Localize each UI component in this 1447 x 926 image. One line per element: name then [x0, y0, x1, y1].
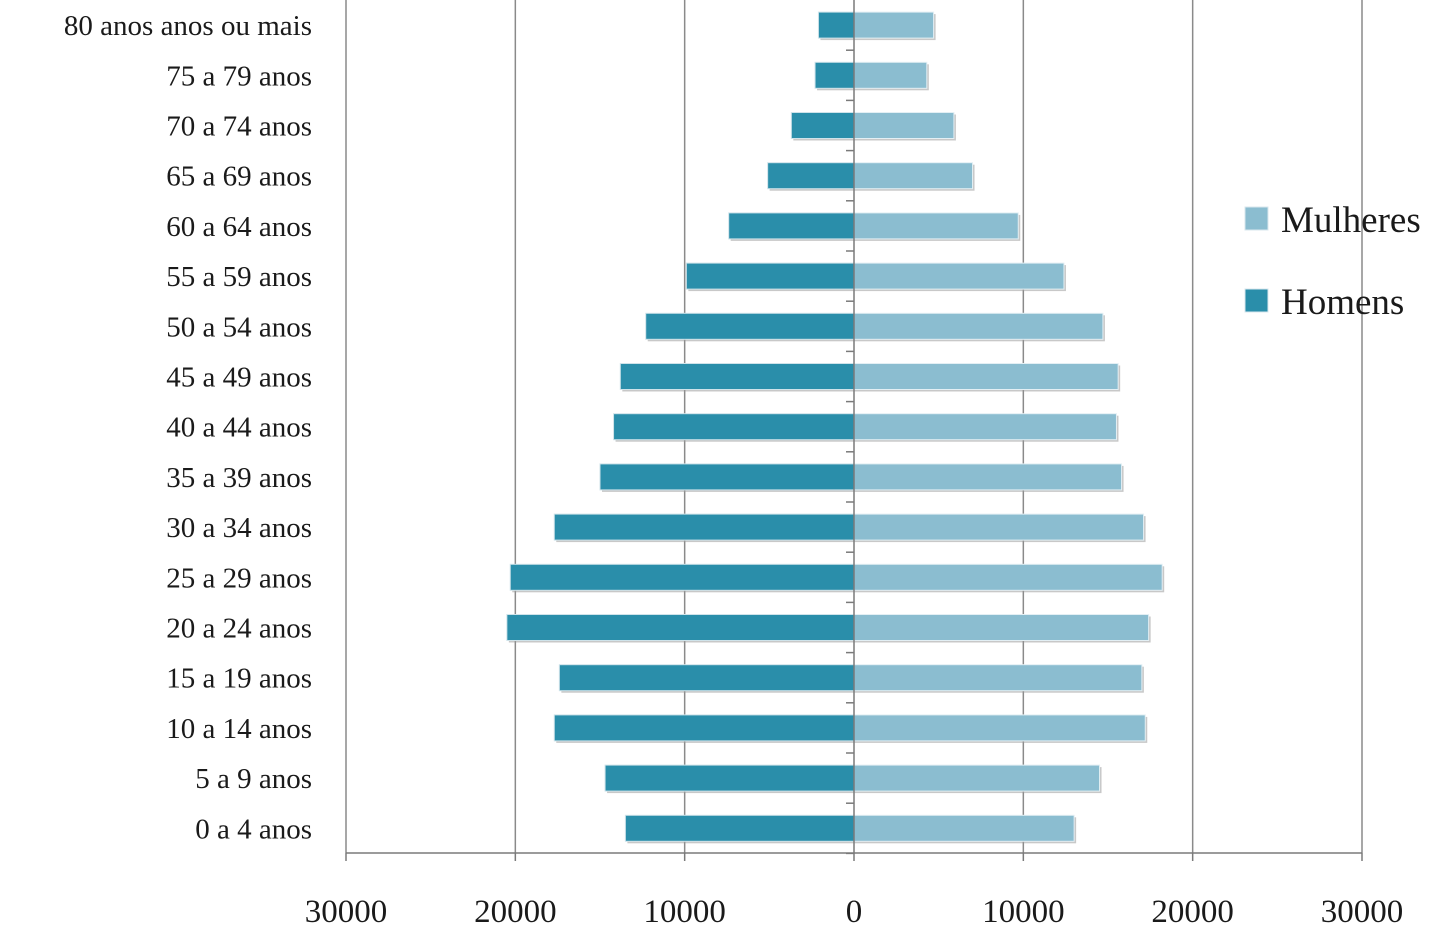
category-label: 80 anos anos ou mais — [64, 10, 312, 42]
category-label: 50 a 54 anos — [166, 311, 312, 343]
bar-homens — [599, 463, 855, 491]
category-label: 10 a 14 anos — [166, 713, 312, 745]
bar-mulheres — [853, 463, 1123, 491]
bar-homens — [624, 814, 855, 842]
legend-label: Mulheres — [1281, 200, 1421, 241]
category-label: 5 a 9 anos — [195, 763, 312, 795]
bar-homens — [645, 312, 855, 340]
bar-mulheres — [853, 664, 1143, 692]
bar-mulheres — [853, 413, 1117, 441]
category-label: 65 a 69 anos — [166, 161, 312, 193]
x-tick-label: 10000 — [643, 894, 726, 926]
category-label: 15 a 19 anos — [166, 663, 312, 695]
bar-mulheres — [853, 112, 955, 139]
bar-homens — [604, 764, 855, 792]
bar-homens — [509, 563, 855, 591]
bar-mulheres — [853, 614, 1150, 641]
x-tick-label: 30000 — [1321, 894, 1404, 926]
x-tick-label: 30000 — [305, 894, 388, 926]
category-label: 20 a 24 anos — [166, 613, 312, 645]
bar-homens — [619, 363, 855, 390]
bar-homens — [613, 413, 855, 441]
category-label: 55 a 59 anos — [166, 261, 312, 293]
category-label: 70 a 74 anos — [166, 111, 312, 143]
bar-mulheres — [853, 714, 1146, 742]
bar-homens — [817, 11, 855, 39]
category-labels: 0 a 4 anos 5 a 9 anos 10 a 14 anos 15 a 19 … — [64, 10, 312, 845]
bar-mulheres — [853, 212, 1019, 240]
legend: Mulheres Homens — [1244, 200, 1421, 323]
axes — [345, 0, 1363, 861]
bar-mulheres — [853, 814, 1075, 842]
bar-homens — [553, 714, 855, 742]
x-tick-labels: 30000 20000 10000 0 10000 20000 30000 — [305, 894, 1404, 926]
legend-swatch — [1244, 206, 1269, 231]
x-tick-label: 0 — [846, 894, 863, 926]
bars — [506, 11, 1165, 844]
bar-mulheres — [853, 513, 1145, 541]
category-label: 40 a 44 anos — [166, 412, 312, 444]
category-label: 25 a 29 anos — [166, 562, 312, 594]
bar-homens — [814, 61, 855, 89]
x-tick-label: 20000 — [1151, 894, 1234, 926]
bar-mulheres — [853, 563, 1163, 591]
bar-homens — [728, 212, 855, 240]
bar-mulheres — [853, 262, 1065, 290]
bar-homens — [685, 262, 855, 290]
category-label: 35 a 39 anos — [166, 462, 312, 494]
bar-homens — [558, 664, 855, 692]
bar-homens — [767, 162, 855, 190]
category-label: 60 a 64 anos — [166, 211, 312, 243]
bar-homens — [553, 513, 855, 541]
bar-mulheres — [853, 363, 1119, 390]
x-tick-label: 10000 — [982, 894, 1065, 926]
legend-swatch — [1244, 288, 1269, 313]
bar-mulheres — [853, 312, 1104, 340]
category-label: 0 a 4 anos — [195, 813, 312, 845]
bar-homens — [506, 614, 855, 641]
category-label: 30 a 34 anos — [166, 512, 312, 544]
category-label: 45 a 49 anos — [166, 362, 312, 394]
bar-mulheres — [853, 61, 928, 89]
bar-homens — [790, 112, 855, 139]
legend-label: Homens — [1281, 282, 1404, 323]
bar-mulheres — [853, 162, 974, 190]
category-label: 75 a 79 anos — [166, 60, 312, 92]
bar-mulheres — [853, 11, 935, 39]
bar-mulheres — [853, 764, 1101, 792]
x-tick-label: 20000 — [474, 894, 557, 926]
